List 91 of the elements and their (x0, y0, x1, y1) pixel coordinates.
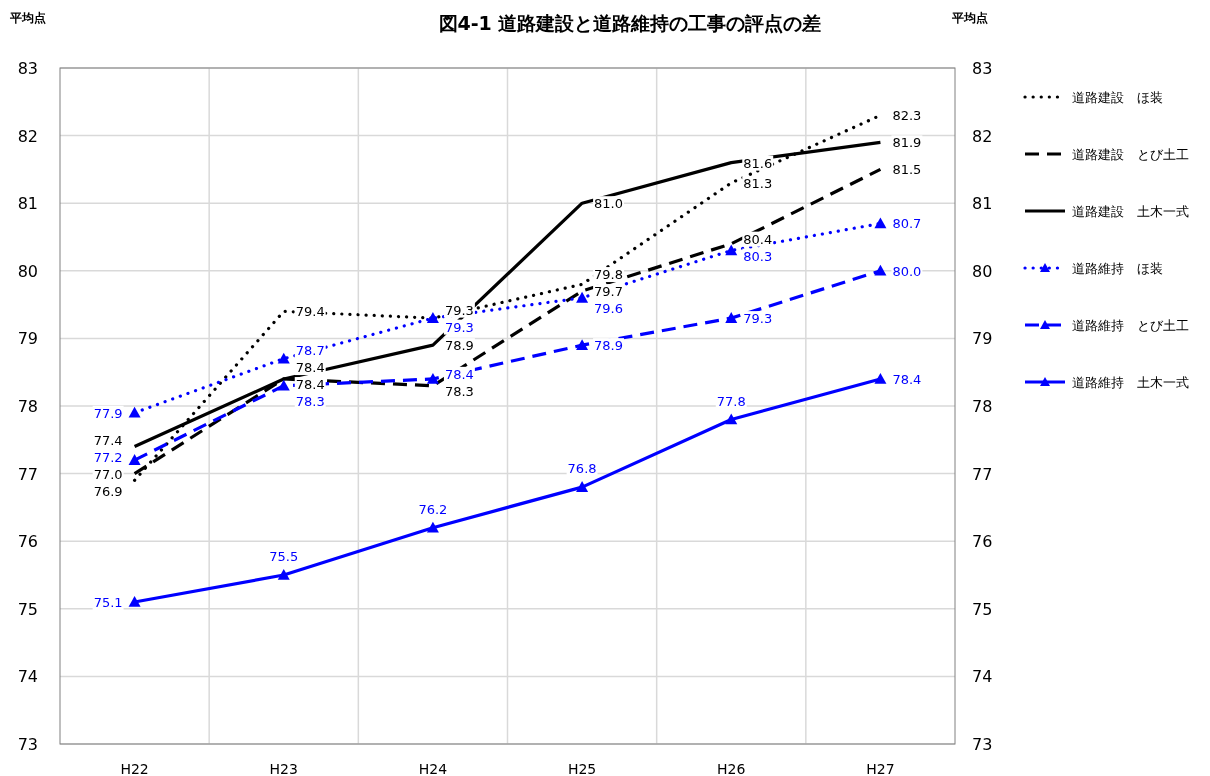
data-label: 79.4 (295, 304, 325, 320)
data-label: 81.3 (743, 175, 773, 191)
data-label: 78.4 (295, 377, 325, 393)
y2-tick-label: 83 (972, 59, 993, 78)
legend-label: 道路建設 土木一式 (1072, 204, 1189, 219)
y-tick-label: 78 (17, 397, 38, 416)
data-label: 79.3 (444, 302, 474, 318)
point (277, 379, 290, 391)
chart-title: 図4-1 道路建設と道路維持の工事の評点の差 (438, 12, 822, 34)
point (426, 312, 439, 323)
y-axis-title: 平均点 (9, 11, 46, 25)
point (874, 372, 887, 384)
y2-tick-label: 78 (972, 397, 993, 416)
point (725, 312, 738, 323)
x-tick-label: H27 (866, 761, 895, 776)
point (725, 244, 738, 256)
point (725, 413, 738, 425)
point (426, 372, 439, 384)
data-label: 80.4 (743, 231, 773, 247)
data-label: 79.6 (594, 301, 624, 317)
data-label: 78.4 (295, 360, 325, 376)
y-tick-label: 82 (17, 126, 38, 146)
data-label: 78.3 (444, 383, 474, 399)
y2-tick-label: 82 (972, 126, 993, 146)
y-tick-label: 73 (17, 735, 38, 754)
y-tick-label: 81 (17, 194, 38, 214)
data-label: 78.3 (295, 394, 325, 410)
data-label: 75.1 (93, 595, 123, 611)
data-label: 78.9 (444, 338, 474, 354)
data-label: 77.8 (716, 393, 746, 409)
point (128, 596, 141, 607)
y2-tick-label: 77 (972, 464, 993, 484)
y-tick-label: 83 (17, 59, 38, 78)
data-label: 81.5 (892, 162, 922, 178)
y-tick-label: 79 (17, 329, 38, 349)
y2-tick-label: 74 (972, 667, 993, 687)
x-tick-label: H23 (269, 761, 298, 776)
point (874, 217, 887, 229)
y-tick-label: 75 (17, 599, 38, 619)
y2-axis-title: 平均点 (951, 11, 988, 25)
x-tick-label: H26 (717, 761, 746, 776)
legend-label: 道路建設 とび土工 (1072, 147, 1189, 162)
data-label: 75.5 (269, 549, 299, 564)
data-label: 79.3 (444, 319, 474, 335)
point (576, 481, 589, 492)
data-label: 78.7 (295, 343, 325, 359)
x-tick-label: H25 (567, 761, 597, 776)
point (874, 264, 887, 276)
data-label: 78.4 (892, 371, 922, 387)
y-tick-label: 74 (17, 667, 38, 687)
point (576, 339, 589, 350)
point (277, 569, 290, 580)
data-label: 80.3 (743, 248, 773, 264)
data-label: 79.8 (594, 267, 624, 283)
data-label: 77.9 (93, 405, 123, 421)
y2-tick-label: 75 (972, 599, 993, 619)
x-tick-label: H24 (418, 761, 448, 776)
y-tick-label: 77 (17, 464, 38, 484)
data-label: 78.4 (444, 366, 474, 382)
data-label: 78.9 (594, 338, 624, 354)
data-label: 77.0 (93, 466, 123, 482)
point (128, 406, 141, 418)
y2-tick-label: 73 (972, 735, 993, 754)
y2-tick-label: 79 (972, 329, 993, 349)
legend-label: 道路維持 土木一式 (1072, 375, 1189, 390)
data-label: 79.3 (743, 311, 773, 327)
data-label: 81.0 (594, 196, 624, 212)
data-label: 76.8 (567, 461, 597, 477)
legend-label: 道路建設 ほ装 (1072, 90, 1163, 105)
y2-tick-label: 80 (972, 261, 993, 281)
data-label: 77.4 (93, 432, 123, 448)
y2-tick-label: 81 (972, 194, 993, 214)
data-label: 81.9 (892, 135, 922, 151)
data-label: 79.7 (594, 284, 624, 300)
point (576, 291, 589, 303)
data-label: 76.9 (93, 483, 123, 499)
x-tick-label: H22 (120, 761, 149, 776)
point (128, 454, 141, 465)
data-label: 81.6 (743, 155, 773, 171)
point (426, 521, 439, 533)
data-label: 80.0 (892, 263, 922, 279)
y-tick-label: 80 (17, 261, 38, 281)
point (277, 352, 290, 364)
y-tick-label: 76 (17, 532, 38, 552)
data-label: 80.7 (892, 216, 922, 232)
data-label: 77.2 (93, 449, 123, 465)
data-label: 82.3 (892, 108, 922, 124)
legend-label: 道路維持 とび土工 (1072, 318, 1189, 333)
data-label: 76.2 (418, 501, 448, 517)
y2-tick-label: 76 (972, 532, 993, 552)
legend-label: 道路維持 ほ装 (1072, 261, 1163, 276)
